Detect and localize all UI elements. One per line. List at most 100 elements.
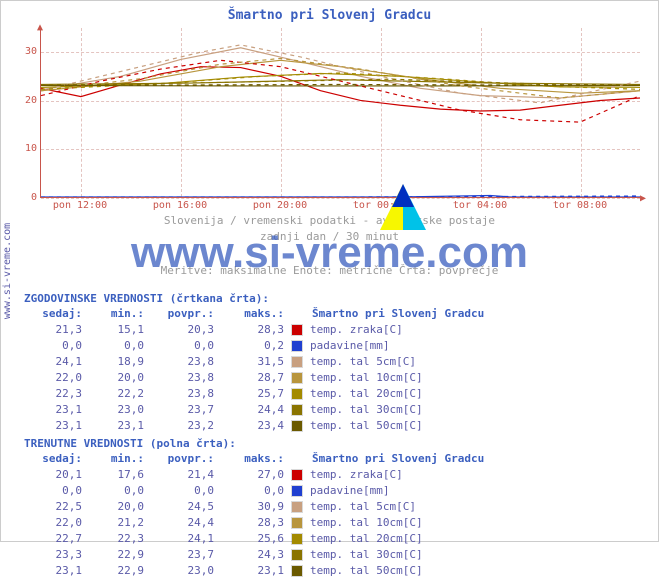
- location-header: Šmartno pri Slovenj Gradcu: [306, 305, 647, 321]
- series-label: temp. tal 50cm[C]: [306, 417, 647, 433]
- series-label: temp. tal 50cm[C]: [306, 562, 647, 578]
- value-cell: 28,7: [218, 369, 288, 385]
- chart-area: ▲ ▶ 0102030: [40, 28, 640, 198]
- value-cell: 15,1: [86, 321, 148, 337]
- series-label: temp. tal 5cm[C]: [306, 353, 647, 369]
- value-cell: 23,8: [148, 353, 218, 369]
- value-cell: 23,1: [86, 417, 148, 433]
- current-heading: TRENUTNE VREDNOSTI (polna črta):: [24, 437, 647, 450]
- value-cell: 30,9: [218, 498, 288, 514]
- value-cell: 22,9: [86, 562, 148, 578]
- series-swatch: [288, 530, 306, 546]
- y-tick-label: 10: [19, 143, 37, 154]
- series-label: padavine[mm]: [306, 337, 647, 353]
- value-cell: 25,6: [218, 530, 288, 546]
- x-tick-label: tor 08:00: [553, 200, 607, 211]
- series-label: temp. zraka[C]: [306, 321, 647, 337]
- value-cell: 25,7: [218, 385, 288, 401]
- table-row: 21,315,120,328,3temp. zraka[C]: [24, 321, 647, 337]
- x-tick-label: pon 12:00: [53, 200, 107, 211]
- value-cell: 23,1: [218, 562, 288, 578]
- table-row: 20,117,621,427,0temp. zraka[C]: [24, 466, 647, 482]
- value-cell: 24,3: [218, 546, 288, 562]
- table-row: 22,021,224,428,3 temp. tal 10cm[C]: [24, 514, 647, 530]
- value-cell: 0,0: [24, 337, 86, 353]
- value-cell: 21,2: [86, 514, 148, 530]
- col-min: min.:: [86, 305, 148, 321]
- value-cell: 22,0: [24, 369, 86, 385]
- value-cell: 18,9: [86, 353, 148, 369]
- x-tick-label: pon 16:00: [153, 200, 207, 211]
- series-swatch: [288, 401, 306, 417]
- value-cell: 24,4: [218, 401, 288, 417]
- table-row: 22,722,324,125,6temp. tal 20cm[C]: [24, 530, 647, 546]
- value-cell: 21,3: [24, 321, 86, 337]
- value-cell: 22,0: [24, 514, 86, 530]
- value-cell: 24,4: [148, 514, 218, 530]
- value-cell: 22,2: [86, 385, 148, 401]
- historical-table: sedaj: min.: povpr.: maks.: Šmartno pri …: [24, 305, 647, 433]
- x-tick-label: pon 20:00: [253, 200, 307, 211]
- series-label: temp. tal 5cm[C]: [306, 498, 647, 514]
- table-row: 22,020,023,828,7temp. tal 10cm[C]: [24, 369, 647, 385]
- value-cell: 0,0: [218, 482, 288, 498]
- value-cell: 20,0: [86, 369, 148, 385]
- series-label: temp. zraka[C]: [306, 466, 647, 482]
- series-zgod-tal10: [41, 58, 640, 98]
- table-row: 0,00,00,00,2padavine[mm]: [24, 337, 647, 353]
- value-cell: 20,3: [148, 321, 218, 337]
- series-swatch: [288, 353, 306, 369]
- table-header-row: sedaj: min.: povpr.: maks.: Šmartno pri …: [24, 450, 647, 466]
- chart-title: Šmartno pri Slovenj Gradcu: [0, 8, 659, 23]
- series-swatch: [288, 385, 306, 401]
- series-trenutne-tal10: [41, 60, 640, 93]
- value-cell: 23,7: [148, 546, 218, 562]
- value-cell: 23,2: [148, 417, 218, 433]
- col-sedaj: sedaj:: [24, 305, 86, 321]
- value-cell: 21,4: [148, 466, 218, 482]
- x-axis-arrow-icon: ▶: [640, 193, 646, 204]
- col-min: min.:: [86, 450, 148, 466]
- value-cell: 23,4: [218, 417, 288, 433]
- value-cell: 27,0: [218, 466, 288, 482]
- series-swatch: [288, 337, 306, 353]
- value-cell: 0,0: [148, 337, 218, 353]
- y-tick-label: 0: [19, 192, 37, 203]
- value-cell: 23,0: [86, 401, 148, 417]
- caption-line-3: Meritve: maksimalne Enote: metrične Črta…: [0, 264, 659, 277]
- value-cell: 24,1: [24, 353, 86, 369]
- value-cell: 22,3: [86, 530, 148, 546]
- current-table: sedaj: min.: povpr.: maks.: Šmartno pri …: [24, 450, 647, 578]
- value-cell: 22,7: [24, 530, 86, 546]
- value-cell: 28,3: [218, 514, 288, 530]
- table-row: 24,118,923,831,5 temp. tal 5cm[C]: [24, 353, 647, 369]
- value-cell: 17,6: [86, 466, 148, 482]
- caption-line-2: zadnji dan / 30 minut: [0, 230, 659, 243]
- x-tick-label: tor 04:00: [453, 200, 507, 211]
- value-cell: 31,5: [218, 353, 288, 369]
- value-cell: 22,3: [24, 385, 86, 401]
- location-header: Šmartno pri Slovenj Gradcu: [306, 450, 647, 466]
- value-cell: 0,0: [24, 482, 86, 498]
- value-cell: 23,1: [24, 562, 86, 578]
- value-cell: 23,1: [24, 401, 86, 417]
- series-label: temp. tal 20cm[C]: [306, 385, 647, 401]
- value-cell: 23,8: [148, 385, 218, 401]
- site-logo-icon: [380, 184, 426, 230]
- series-swatch: [288, 321, 306, 337]
- value-cell: 23,3: [24, 546, 86, 562]
- series-swatch: [288, 466, 306, 482]
- value-cell: 23,7: [148, 401, 218, 417]
- caption-line-1: Slovenija / vremenski podatki - avtomats…: [0, 214, 659, 227]
- series-swatch: [288, 514, 306, 530]
- value-cell: 23,1: [24, 417, 86, 433]
- value-cell: 24,5: [148, 498, 218, 514]
- series-label: temp. tal 10cm[C]: [306, 514, 647, 530]
- value-cell: 20,0: [86, 498, 148, 514]
- col-povpr: povpr.:: [148, 450, 218, 466]
- series-swatch: [288, 369, 306, 385]
- series-swatch: [288, 546, 306, 562]
- value-cell: 0,2: [218, 337, 288, 353]
- table-row: 23,123,023,724,4temp. tal 30cm[C]: [24, 401, 647, 417]
- col-povpr: povpr.:: [148, 305, 218, 321]
